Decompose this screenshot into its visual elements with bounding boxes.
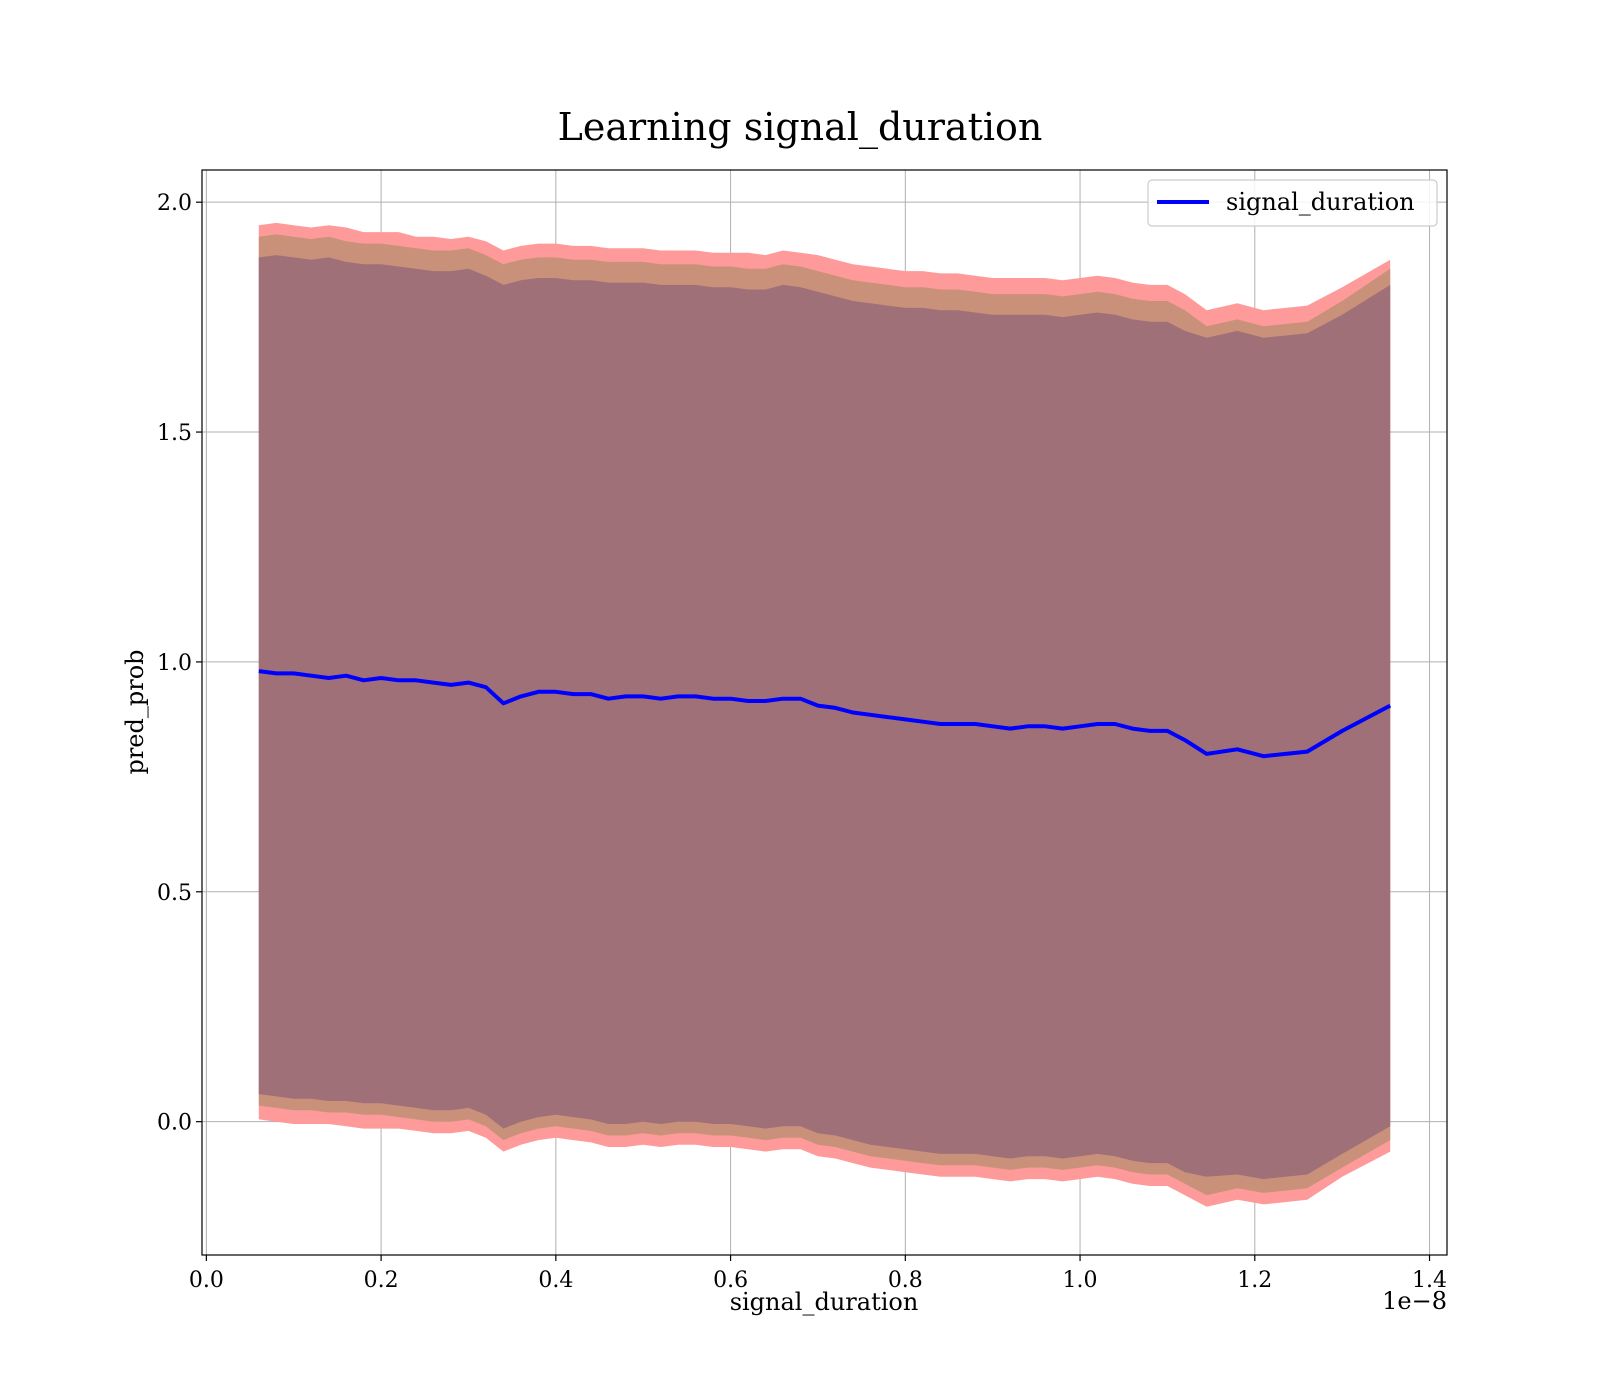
- x-tick-label-2: 0.4: [538, 1268, 573, 1293]
- x-tick-label-3: 0.6: [713, 1268, 748, 1293]
- x-axis-label: signal_duration: [730, 1288, 919, 1316]
- legend-label-signal-duration: signal_duration: [1226, 188, 1415, 216]
- band-layer: [258, 222, 1391, 1207]
- x-tick-label-1: 0.2: [364, 1268, 399, 1293]
- y-axis-label: pred_prob: [121, 649, 149, 774]
- x-tick-label-5: 1.0: [1063, 1268, 1098, 1293]
- x-tick-label-4: 0.8: [888, 1268, 923, 1293]
- x-offset-label: 1e−8: [1382, 1287, 1447, 1315]
- plot-frame: [201, 169, 1448, 1256]
- y-tick-label-4: 2.0: [157, 191, 192, 216]
- y-tick-label-2: 1.0: [157, 651, 192, 676]
- legend-frame: [1147, 179, 1438, 227]
- line-layer: [258, 669, 1392, 759]
- y-tick-label-0: 0.0: [157, 1111, 192, 1136]
- legend: signal_duration: [1147, 179, 1438, 227]
- x-tick-label-7: 1.4: [1412, 1268, 1447, 1293]
- band-inner: [258, 255, 1391, 1180]
- y-tick-label-1: 0.5: [157, 881, 192, 906]
- series-line-signal-duration: [258, 669, 1392, 759]
- x-tick-label-0: 0.0: [189, 1268, 224, 1293]
- chart-title: Learning signal_duration: [558, 105, 1043, 150]
- x-tick-label-6: 1.2: [1237, 1268, 1272, 1293]
- tick-layer: 0.0 0.2 0.4 0.6 0.8 1.0 1.2 1.4 0.0 0.5 1.0 1.5 2.0: [157, 191, 1447, 1293]
- y-tick-label-3: 1.5: [157, 421, 192, 446]
